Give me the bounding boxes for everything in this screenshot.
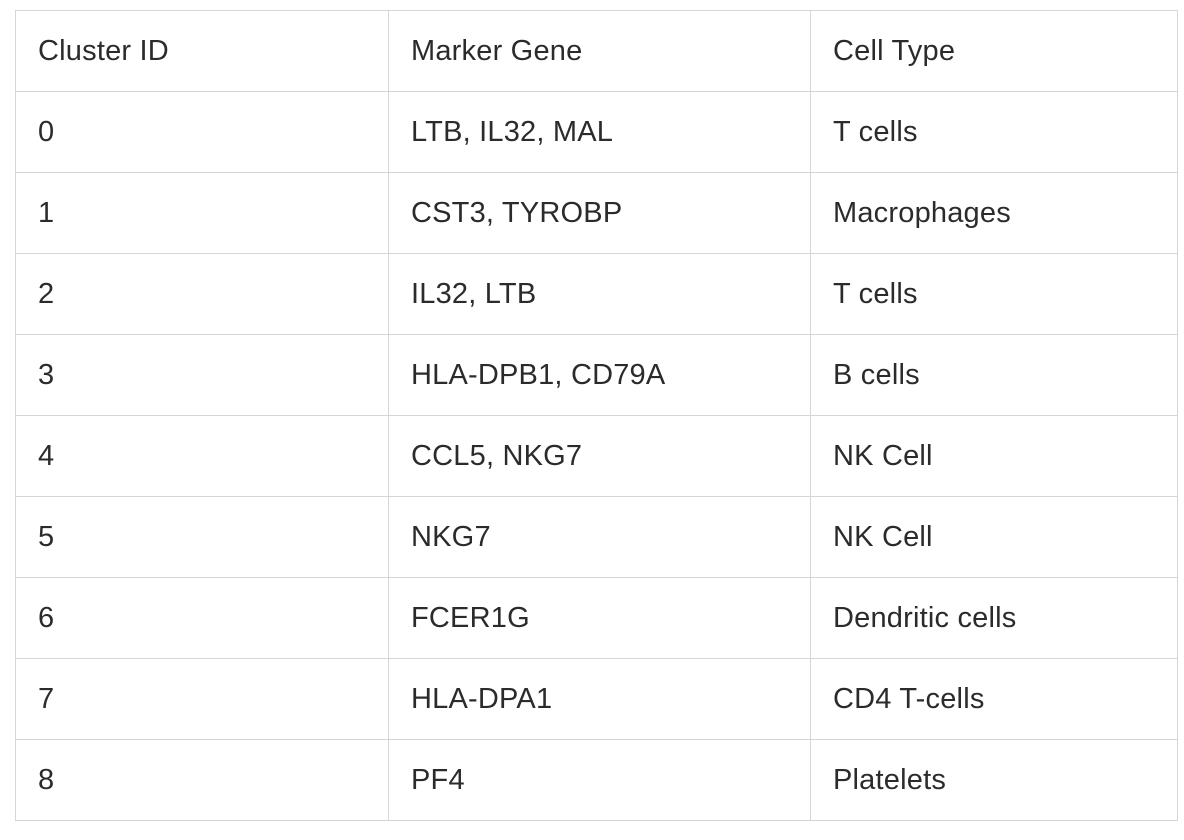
table-row: 5 NKG7 NK Cell [15,496,1178,578]
header-cell-type: Cell Type [810,10,1178,92]
table-body: 0 LTB, IL32, MAL T cells 1 CST3, TYROBP … [15,91,1178,821]
table-header: Cluster ID Marker Gene Cell Type [15,10,1178,92]
marker-gene-cell: CCL5, NKG7 [388,415,811,497]
cluster-id-cell: 6 [15,577,389,659]
marker-gene-cell: LTB, IL32, MAL [388,91,811,173]
cell-type-cell: Platelets [810,739,1178,821]
cluster-id-cell: 8 [15,739,389,821]
cluster-id-cell: 0 [15,91,389,173]
cell-type-cell: CD4 T-cells [810,658,1178,740]
cell-type-cell: T cells [810,253,1178,335]
cell-type-cell: Dendritic cells [810,577,1178,659]
cluster-id-cell: 2 [15,253,389,335]
cluster-annotation-table: Cluster ID Marker Gene Cell Type 0 LTB, … [15,10,1178,821]
marker-gene-cell: CST3, TYROBP [388,172,811,254]
table-row: 2 IL32, LTB T cells [15,253,1178,335]
marker-gene-cell: PF4 [388,739,811,821]
header-marker-gene: Marker Gene [388,10,811,92]
cell-type-cell: NK Cell [810,415,1178,497]
table-row: 7 HLA-DPA1 CD4 T-cells [15,658,1178,740]
cell-type-cell: NK Cell [810,496,1178,578]
cluster-id-cell: 7 [15,658,389,740]
table-row: 6 FCER1G Dendritic cells [15,577,1178,659]
marker-gene-cell: IL32, LTB [388,253,811,335]
marker-gene-cell: NKG7 [388,496,811,578]
cluster-id-cell: 3 [15,334,389,416]
table-row: 3 HLA-DPB1, CD79A B cells [15,334,1178,416]
table-row: 8 PF4 Platelets [15,739,1178,821]
cluster-id-cell: 1 [15,172,389,254]
header-cluster-id: Cluster ID [15,10,389,92]
marker-gene-cell: FCER1G [388,577,811,659]
cluster-id-cell: 5 [15,496,389,578]
table-row: 1 CST3, TYROBP Macrophages [15,172,1178,254]
cell-type-cell: T cells [810,91,1178,173]
marker-gene-cell: HLA-DPA1 [388,658,811,740]
cluster-id-cell: 4 [15,415,389,497]
cell-type-cell: B cells [810,334,1178,416]
header-row: Cluster ID Marker Gene Cell Type [15,10,1178,92]
cluster-annotation-table-container: Cluster ID Marker Gene Cell Type 0 LTB, … [15,10,1178,821]
table-row: 0 LTB, IL32, MAL T cells [15,91,1178,173]
table-row: 4 CCL5, NKG7 NK Cell [15,415,1178,497]
marker-gene-cell: HLA-DPB1, CD79A [388,334,811,416]
cell-type-cell: Macrophages [810,172,1178,254]
